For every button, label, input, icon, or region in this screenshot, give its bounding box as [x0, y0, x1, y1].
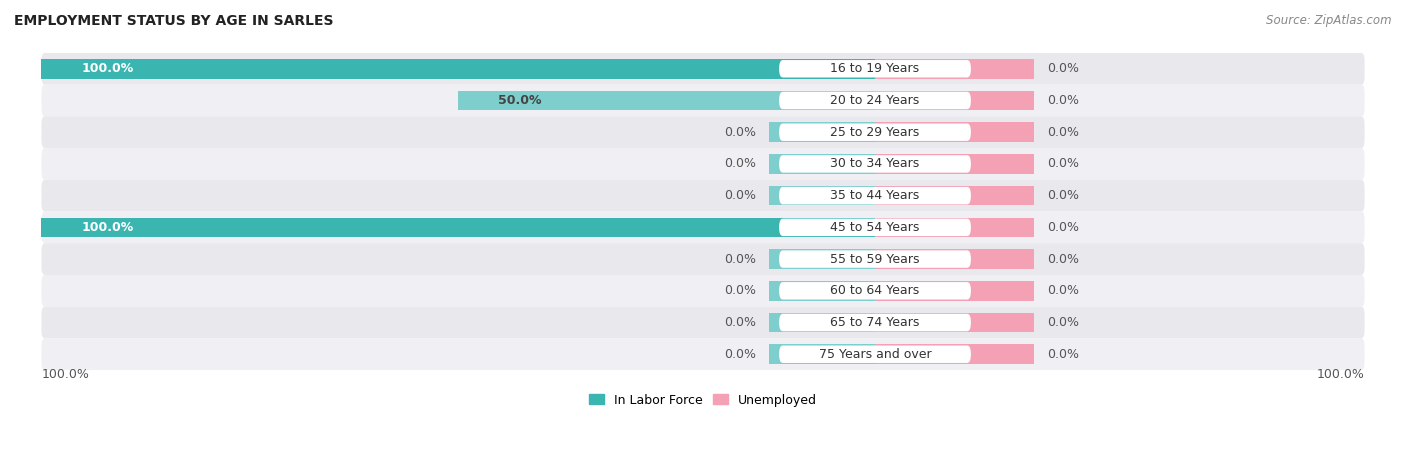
Text: 16 to 19 Years: 16 to 19 Years: [831, 62, 920, 75]
Bar: [769, 249, 875, 269]
FancyBboxPatch shape: [779, 282, 972, 299]
Text: 75 Years and over: 75 Years and over: [818, 348, 931, 361]
Text: Source: ZipAtlas.com: Source: ZipAtlas.com: [1267, 14, 1392, 27]
FancyBboxPatch shape: [779, 219, 972, 236]
Bar: [769, 122, 875, 142]
Bar: [41, 59, 875, 78]
FancyBboxPatch shape: [41, 243, 1365, 275]
FancyBboxPatch shape: [779, 155, 972, 173]
FancyBboxPatch shape: [779, 124, 972, 141]
Text: 35 to 44 Years: 35 to 44 Years: [831, 189, 920, 202]
FancyBboxPatch shape: [779, 345, 972, 363]
Legend: In Labor Force, Unemployed: In Labor Force, Unemployed: [583, 389, 823, 412]
Bar: [769, 186, 875, 206]
FancyBboxPatch shape: [41, 148, 1365, 180]
FancyBboxPatch shape: [41, 212, 1365, 243]
Bar: [875, 281, 1033, 301]
Text: 0.0%: 0.0%: [724, 126, 756, 139]
Bar: [41, 217, 875, 237]
Text: 0.0%: 0.0%: [724, 157, 756, 170]
Text: 55 to 59 Years: 55 to 59 Years: [831, 253, 920, 266]
Text: 0.0%: 0.0%: [1047, 189, 1078, 202]
Text: 0.0%: 0.0%: [1047, 126, 1078, 139]
Bar: [769, 313, 875, 332]
Bar: [769, 154, 875, 174]
Bar: [769, 281, 875, 301]
Text: 45 to 54 Years: 45 to 54 Years: [831, 221, 920, 234]
Text: 100.0%: 100.0%: [82, 62, 134, 75]
FancyBboxPatch shape: [41, 338, 1365, 370]
Text: 0.0%: 0.0%: [724, 316, 756, 329]
Text: 25 to 29 Years: 25 to 29 Years: [831, 126, 920, 139]
Bar: [875, 345, 1033, 364]
Text: 65 to 74 Years: 65 to 74 Years: [831, 316, 920, 329]
Text: 0.0%: 0.0%: [724, 253, 756, 266]
Bar: [875, 122, 1033, 142]
Text: 60 to 64 Years: 60 to 64 Years: [831, 284, 920, 297]
Text: 0.0%: 0.0%: [1047, 94, 1078, 107]
Bar: [769, 345, 875, 364]
Text: 0.0%: 0.0%: [724, 284, 756, 297]
Bar: [875, 313, 1033, 332]
Text: 100.0%: 100.0%: [82, 221, 134, 234]
Bar: [875, 186, 1033, 206]
Text: 0.0%: 0.0%: [1047, 221, 1078, 234]
Text: 30 to 34 Years: 30 to 34 Years: [831, 157, 920, 170]
Text: 50.0%: 50.0%: [498, 94, 541, 107]
FancyBboxPatch shape: [779, 250, 972, 268]
FancyBboxPatch shape: [779, 60, 972, 78]
Bar: [875, 217, 1033, 237]
FancyBboxPatch shape: [41, 307, 1365, 338]
Text: 0.0%: 0.0%: [724, 189, 756, 202]
FancyBboxPatch shape: [41, 85, 1365, 116]
Text: 20 to 24 Years: 20 to 24 Years: [831, 94, 920, 107]
Bar: [875, 59, 1033, 78]
Text: 0.0%: 0.0%: [1047, 284, 1078, 297]
Text: 0.0%: 0.0%: [1047, 348, 1078, 361]
Bar: [875, 249, 1033, 269]
FancyBboxPatch shape: [41, 275, 1365, 307]
Text: 100.0%: 100.0%: [1316, 368, 1365, 382]
Text: 0.0%: 0.0%: [1047, 62, 1078, 75]
Bar: [875, 91, 1033, 110]
FancyBboxPatch shape: [41, 180, 1365, 212]
FancyBboxPatch shape: [41, 116, 1365, 148]
Text: 0.0%: 0.0%: [1047, 316, 1078, 329]
FancyBboxPatch shape: [779, 314, 972, 331]
Text: 0.0%: 0.0%: [1047, 253, 1078, 266]
Text: 0.0%: 0.0%: [724, 348, 756, 361]
FancyBboxPatch shape: [779, 187, 972, 204]
Bar: [875, 154, 1033, 174]
Bar: [458, 91, 875, 110]
Text: EMPLOYMENT STATUS BY AGE IN SARLES: EMPLOYMENT STATUS BY AGE IN SARLES: [14, 14, 333, 28]
Text: 0.0%: 0.0%: [1047, 157, 1078, 170]
FancyBboxPatch shape: [779, 92, 972, 109]
Text: 100.0%: 100.0%: [41, 368, 90, 382]
FancyBboxPatch shape: [41, 53, 1365, 85]
